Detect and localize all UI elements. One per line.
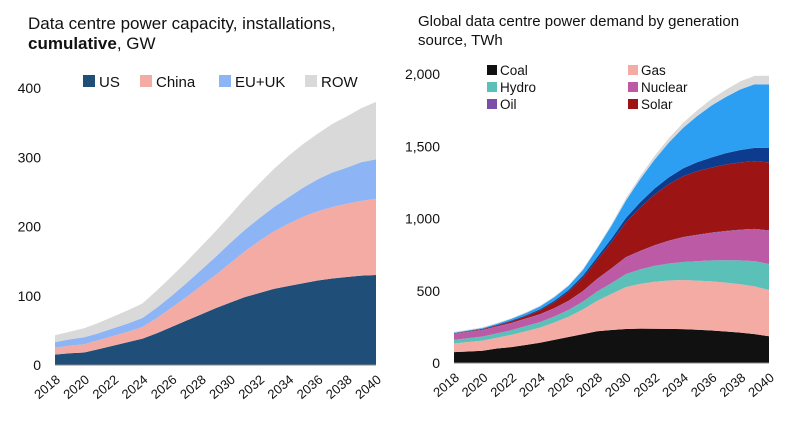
right-legend-swatch-coal bbox=[487, 65, 497, 75]
right-legend-label-hydro: Hydro bbox=[500, 80, 536, 95]
right-legend-label-solar: Solar bbox=[641, 97, 673, 112]
left-x-tick-label: 2020 bbox=[60, 372, 92, 402]
left-y-tick-label: 200 bbox=[18, 219, 42, 235]
right-area-coal bbox=[454, 328, 769, 363]
left-x-tick-label: 2022 bbox=[89, 372, 121, 402]
right-legend-label-coal: Coal bbox=[500, 63, 528, 78]
right-area-gas bbox=[454, 280, 769, 353]
left-legend-swatch-eu-uk bbox=[219, 75, 231, 87]
right-y-tick-label: 500 bbox=[417, 283, 441, 299]
left-chart-title-bold: cumulative bbox=[28, 34, 117, 53]
right-legend-label-nuclear: Nuclear bbox=[641, 80, 688, 95]
right-y-tick-label: 2,000 bbox=[405, 66, 440, 82]
left-x-tick-label: 2038 bbox=[323, 372, 355, 402]
right-area-series-6 bbox=[454, 147, 769, 334]
right-chart-title: Global data centre power demand by gener… bbox=[418, 13, 740, 49]
right-x-tick-label: 2030 bbox=[602, 370, 634, 400]
left-y-tick-label: 100 bbox=[18, 288, 42, 304]
right-x-tick-label: 2026 bbox=[545, 370, 577, 400]
right-area-series-7 bbox=[454, 84, 769, 334]
left-legend-label-us: US bbox=[99, 74, 120, 91]
right-legend-swatch-solar bbox=[628, 99, 638, 109]
left-y-tick-label: 400 bbox=[18, 80, 42, 96]
right-x-tick-label: 2020 bbox=[459, 370, 491, 400]
left-x-tick-label: 2026 bbox=[148, 372, 180, 402]
right-legend-swatch-hydro bbox=[487, 82, 497, 92]
left-area-row bbox=[55, 101, 376, 343]
right-area-hydro bbox=[454, 260, 769, 344]
right-legend-label-oil: Oil bbox=[500, 97, 517, 112]
left-x-tick-label: 2018 bbox=[31, 372, 63, 402]
left-chart-title-suffix: , GW bbox=[116, 34, 156, 53]
right-x-tick-label: 2036 bbox=[688, 370, 720, 400]
left-legend-label-eu-uk: EU+UK bbox=[235, 74, 285, 91]
right-y-tick-label: 1,500 bbox=[405, 138, 440, 154]
right-legend-swatch-gas bbox=[628, 65, 638, 75]
left-legend-label-china: China bbox=[156, 74, 196, 91]
left-legend-label-row: ROW bbox=[321, 74, 359, 91]
left-x-tick-label: 2036 bbox=[294, 372, 326, 402]
right-x-tick-label: 2024 bbox=[516, 370, 548, 400]
right-x-tick-label: 2034 bbox=[659, 370, 691, 400]
left-x-tick-label: 2024 bbox=[119, 372, 151, 402]
right-x-tick-label: 2040 bbox=[745, 370, 777, 400]
right-x-tick-label: 2018 bbox=[430, 370, 462, 400]
left-x-tick-label: 2030 bbox=[206, 372, 238, 402]
right-y-tick-label: 0 bbox=[432, 355, 440, 371]
right-area-solar bbox=[454, 161, 769, 334]
left-legend-swatch-us bbox=[83, 75, 95, 87]
right-x-tick-label: 2028 bbox=[573, 370, 605, 400]
left-chart-title-plain: Data centre power capacity, installation… bbox=[28, 14, 336, 33]
left-area-china bbox=[55, 198, 376, 355]
right-y-tick-label: 1,000 bbox=[405, 211, 440, 227]
right-x-tick-label: 2022 bbox=[487, 370, 519, 400]
right-legend-swatch-nuclear bbox=[628, 82, 638, 92]
left-x-tick-label: 2034 bbox=[265, 372, 297, 402]
left-x-tick-label: 2028 bbox=[177, 372, 209, 402]
right-area-nuclear bbox=[454, 229, 769, 340]
left-x-tick-label: 2040 bbox=[352, 372, 384, 402]
left-legend-swatch-china bbox=[140, 75, 152, 87]
right-x-tick-label: 2038 bbox=[716, 370, 748, 400]
left-area-us bbox=[55, 274, 376, 365]
right-legend-label-gas: Gas bbox=[641, 63, 666, 78]
right-x-tick-label: 2032 bbox=[631, 370, 663, 400]
left-y-tick-label: 300 bbox=[18, 149, 42, 165]
left-x-tick-label: 2032 bbox=[235, 372, 267, 402]
left-chart-title: Data centre power capacity, installation… bbox=[28, 14, 388, 54]
left-y-tick-label: 0 bbox=[33, 357, 41, 373]
left-area-eu-uk bbox=[55, 159, 376, 348]
right-legend-swatch-oil bbox=[487, 99, 497, 109]
left-legend-swatch-row bbox=[305, 75, 317, 87]
